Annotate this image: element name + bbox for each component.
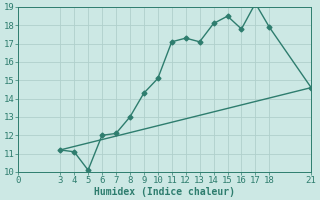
X-axis label: Humidex (Indice chaleur): Humidex (Indice chaleur) bbox=[94, 186, 235, 197]
